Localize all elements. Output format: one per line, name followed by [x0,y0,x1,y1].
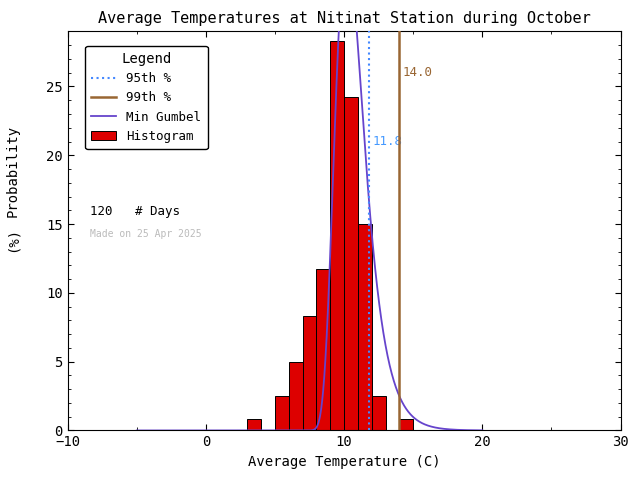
Bar [358,224,372,431]
95th % [365,414,373,420]
Min Gumbel [409,414,417,420]
Text: 14.0: 14.0 [403,66,433,79]
Min Gumbel [273,428,280,433]
Bar [248,419,261,431]
Min Gumbel [403,407,410,412]
Bar [372,396,385,431]
Min Gumbel [168,428,176,433]
99th % [396,428,403,433]
95th % [365,428,373,433]
Bar [289,361,303,431]
Min Gumbel [479,428,486,433]
99th % [396,414,403,420]
X-axis label: Average Temperature (C): Average Temperature (C) [248,455,440,469]
Legend: 95th %, 99th %, Min Gumbel, Histogram: 95th %, 99th %, Min Gumbel, Histogram [85,46,207,149]
Bar [399,419,413,431]
Text: Probability: Probability [5,125,19,217]
Text: 11.8: 11.8 [372,135,403,148]
Min Gumbel [133,428,141,433]
Bar [330,41,344,431]
Bar [275,396,289,431]
Text: Made on 25 Apr 2025: Made on 25 Apr 2025 [90,229,202,239]
Min Gumbel [371,258,378,264]
Title: Average Temperatures at Nitinat Station during October: Average Temperatures at Nitinat Station … [98,11,591,26]
Min Gumbel [285,428,293,433]
Bar [303,316,316,431]
Text: 120   # Days: 120 # Days [90,205,180,218]
Bar [344,97,358,431]
Text: (%): (%) [5,227,19,252]
Bar [316,269,330,431]
Line: Min Gumbel: Min Gumbel [137,0,483,431]
